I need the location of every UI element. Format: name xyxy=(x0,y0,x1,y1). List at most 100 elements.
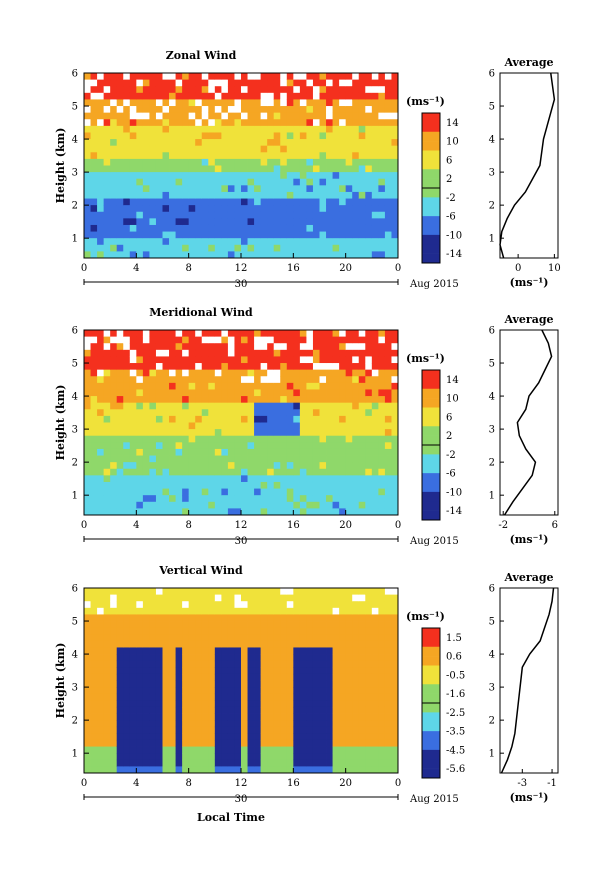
heatmap-cell xyxy=(90,73,98,81)
heatmap-cell xyxy=(306,119,314,127)
heatmap-cell xyxy=(182,601,190,609)
heatmap-cell xyxy=(312,198,320,206)
heatmap-cell xyxy=(208,475,216,483)
heatmap-cell xyxy=(90,687,98,695)
heatmap-cell xyxy=(332,73,340,81)
heatmap-cell xyxy=(365,165,373,173)
heatmap-cell xyxy=(326,455,333,463)
heatmap-cell xyxy=(110,654,118,662)
heatmap-cell xyxy=(273,409,281,417)
heatmap-cell xyxy=(339,468,347,476)
heatmap-cell xyxy=(345,376,353,384)
heatmap-cell xyxy=(162,488,170,496)
heatmap-cell xyxy=(90,369,98,377)
colorbar xyxy=(421,369,441,521)
heatmap-cell xyxy=(84,488,91,496)
heatmap-cell xyxy=(162,621,170,629)
heatmap-cell xyxy=(378,73,386,81)
heatmap-cell xyxy=(293,693,301,701)
heatmap-cell xyxy=(293,92,301,100)
heatmap-cell xyxy=(169,766,176,774)
heatmap-cell xyxy=(339,172,347,180)
heatmap-cell xyxy=(155,415,163,423)
heatmap-cell xyxy=(110,402,118,410)
heatmap-cell xyxy=(162,495,170,503)
heatmap-cell xyxy=(293,244,301,252)
heatmap-cell xyxy=(260,759,268,767)
heatmap-cell xyxy=(365,640,373,648)
heatmap-cell xyxy=(110,634,118,642)
heatmap-cell xyxy=(116,145,124,153)
heatmap-cell xyxy=(273,614,281,622)
heatmap-cell xyxy=(247,448,255,456)
heatmap-cell xyxy=(247,363,255,371)
heatmap-cell xyxy=(306,145,314,153)
heatmap-cell xyxy=(254,119,262,127)
heatmap-cell xyxy=(319,680,327,688)
heatmap-cell xyxy=(332,667,340,675)
heatmap-cell xyxy=(149,588,157,596)
profile-y-tick-label: 6 xyxy=(489,326,495,337)
heatmap-cell xyxy=(241,647,248,655)
heatmap-cell xyxy=(195,448,203,456)
colorbar-tick-label: -14 xyxy=(446,249,462,260)
heatmap-cell xyxy=(332,468,340,476)
heatmap-cell xyxy=(378,693,386,701)
heatmap-cell xyxy=(142,211,150,219)
heatmap-cell xyxy=(332,766,340,774)
heatmap-cell xyxy=(136,501,144,509)
heatmap-cell xyxy=(358,706,366,714)
heatmap-cell xyxy=(332,145,340,153)
heatmap-cell xyxy=(234,185,242,193)
heatmap-cell xyxy=(306,673,314,681)
heatmap-cell xyxy=(208,112,216,120)
heatmap-cell xyxy=(352,700,360,708)
heatmap-cell xyxy=(312,594,320,602)
heatmap-cell xyxy=(136,720,144,728)
heatmap-cell xyxy=(195,165,203,173)
heatmap-cell xyxy=(273,475,281,483)
heatmap-cell xyxy=(208,634,216,642)
heatmap-cell xyxy=(365,588,373,596)
heatmap-cell xyxy=(155,746,163,754)
heatmap-cell xyxy=(129,178,137,186)
heatmap-cell xyxy=(352,588,360,596)
heatmap-cell xyxy=(123,125,131,133)
heatmap-cell xyxy=(195,211,203,219)
heatmap-cell xyxy=(123,356,131,364)
heatmap-cell xyxy=(149,621,157,629)
heatmap-cell xyxy=(116,475,124,483)
heatmap-cell xyxy=(319,132,327,140)
colorbar-segment xyxy=(422,463,440,474)
heatmap-cell xyxy=(247,501,255,509)
heatmap-cell xyxy=(312,238,320,246)
heatmap-cell xyxy=(247,455,255,463)
heatmap-cell xyxy=(97,211,105,219)
heatmap-cell xyxy=(345,92,353,100)
heatmap-cell xyxy=(345,640,353,648)
heatmap-cell xyxy=(312,673,320,681)
heatmap-cell xyxy=(214,687,222,695)
heatmap-cell xyxy=(358,422,366,430)
heatmap-cell xyxy=(116,224,124,232)
heatmap-cell xyxy=(319,211,327,219)
heatmap-cell xyxy=(319,621,327,629)
heatmap-cell xyxy=(273,92,281,100)
heatmap-cell xyxy=(103,660,111,668)
heatmap-cell xyxy=(260,654,268,662)
heatmap-cell xyxy=(234,238,242,246)
heatmap-cell xyxy=(371,396,379,404)
heatmap-cell xyxy=(227,468,235,476)
heatmap-cell xyxy=(365,607,373,615)
heatmap-cell xyxy=(155,667,163,675)
heatmap-cell xyxy=(306,766,314,774)
heatmap-cell xyxy=(299,468,307,476)
heatmap-cell xyxy=(312,343,320,351)
heatmap-cell xyxy=(306,614,314,622)
heatmap-cell xyxy=(182,185,190,193)
heatmap-cell xyxy=(286,409,294,417)
heatmap-cell xyxy=(332,198,340,206)
heatmap-cell xyxy=(345,448,353,456)
heatmap-cell xyxy=(358,640,366,648)
